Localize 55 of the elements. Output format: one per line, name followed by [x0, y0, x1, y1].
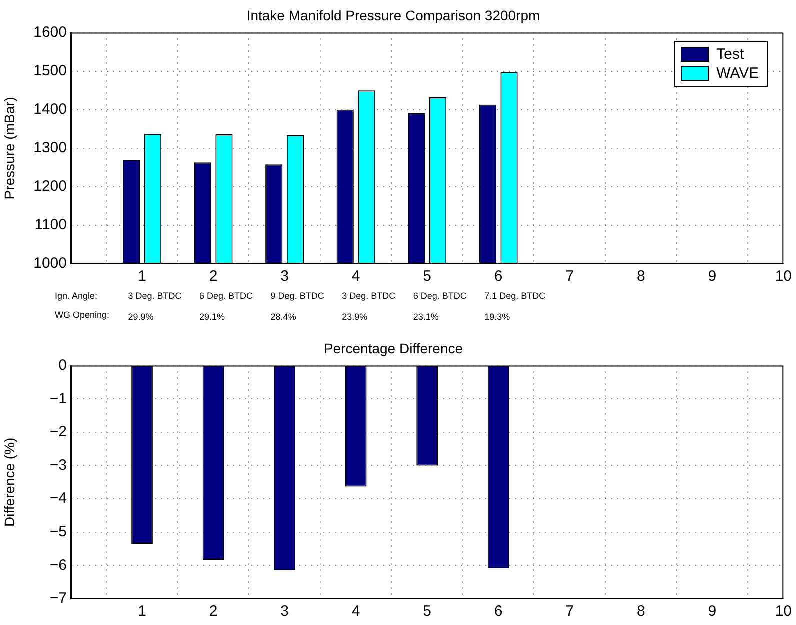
annotation: 19.3% — [484, 312, 510, 322]
x-tick-label: 8 — [636, 603, 646, 620]
x-tick-label: 9 — [708, 603, 717, 620]
x-tick-label: 9 — [708, 268, 717, 286]
y-tick-label: −5 — [50, 524, 67, 541]
legend-label: Test — [716, 46, 744, 63]
annotation: 23.1% — [413, 312, 439, 322]
annotation: 6 Deg. BTDC — [200, 291, 254, 301]
legend-label: WAVE — [716, 64, 760, 82]
annotation: 28.4% — [270, 312, 296, 322]
x-tick-label: 3 — [280, 268, 289, 286]
x-tick-label: 1 — [138, 268, 146, 286]
y-tick-label: 1400 — [34, 101, 67, 118]
chart-title: Percentage Difference — [324, 340, 464, 356]
y-tick-label: −3 — [50, 456, 67, 474]
y-tick-label: −4 — [50, 490, 67, 508]
annotation: 6 Deg. BTDC — [413, 291, 467, 301]
x-tick-label: 8 — [636, 268, 646, 286]
y-tick-label: 1000 — [34, 255, 67, 272]
y-tick-label: 1100 — [34, 216, 67, 234]
x-tick-label: 7 — [566, 268, 574, 286]
x-tick-label: 6 — [494, 268, 503, 286]
x-tick-label: 10 — [775, 603, 792, 620]
x-tick-label: 5 — [423, 603, 432, 620]
x-tick-label: 3 — [280, 603, 289, 620]
y-axis-title: Difference (%) — [1, 438, 18, 528]
x-tick-label: 5 — [423, 268, 432, 286]
x-tick-label: 2 — [209, 268, 218, 286]
x-tick-label: 4 — [352, 268, 360, 286]
annotation: 3 Deg. BTDC — [342, 291, 396, 301]
chart-title: Intake Manifold Pressure Comparison 3200rpm — [246, 7, 540, 24]
x-tick-label: 6 — [494, 603, 503, 620]
y-tick-label: −2 — [50, 424, 67, 441]
y-tick-label: 0 — [58, 356, 67, 374]
y-tick-label: −7 — [50, 590, 67, 608]
y-tick-label: 1300 — [34, 140, 67, 157]
text: Ign. Angle: — [55, 291, 98, 301]
x-tick-label: 4 — [352, 603, 360, 620]
annotation: 7.1 Deg. BTDC — [484, 291, 546, 301]
annotation: 29.1% — [200, 312, 226, 322]
x-tick-label: 10 — [775, 268, 792, 286]
y-tick-label: 1600 — [34, 24, 67, 41]
annotation: 29.9% — [128, 312, 154, 322]
y-tick-label: 1500 — [34, 62, 67, 80]
x-tick-label: 2 — [209, 603, 218, 620]
x-tick-label: 7 — [566, 603, 574, 620]
annotation: 9 Deg. BTDC — [270, 291, 324, 301]
y-tick-label: −6 — [50, 556, 67, 574]
text: WG Opening: — [55, 310, 110, 320]
y-axis-title: Pressure (mBar) — [1, 97, 18, 200]
annotation: 23.9% — [342, 312, 368, 322]
y-tick-label: 1200 — [34, 178, 67, 196]
annotation: 3 Deg. BTDC — [128, 291, 182, 301]
x-tick-label: 1 — [138, 603, 146, 620]
y-tick-label: −1 — [50, 390, 67, 408]
